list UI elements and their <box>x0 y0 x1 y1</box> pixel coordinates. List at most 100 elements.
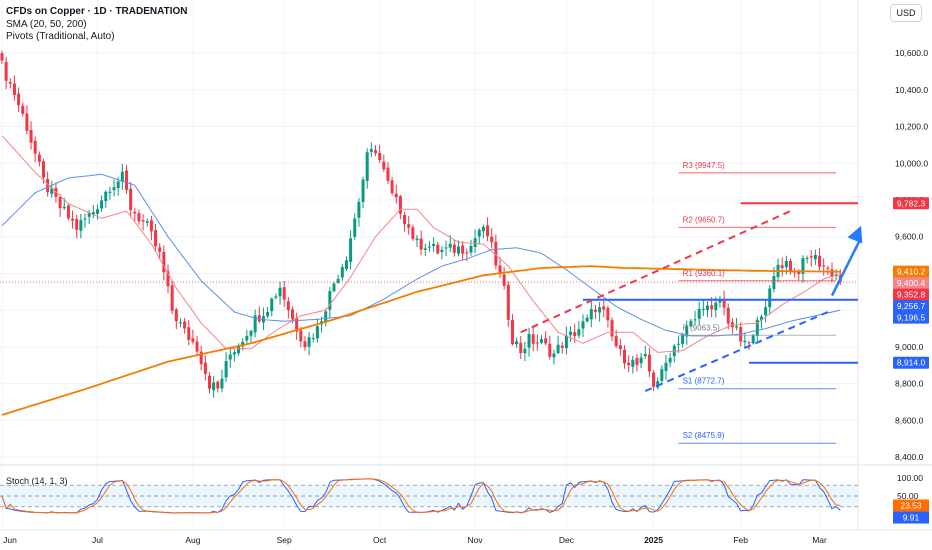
price-tick-label: 8,800.0 <box>895 379 924 389</box>
candle-body <box>174 309 178 322</box>
candle-body <box>535 342 539 344</box>
candle-body <box>303 341 307 348</box>
time-tick-label: Mar <box>812 535 827 545</box>
currency-button[interactable]: USD <box>890 4 922 22</box>
candle-body <box>772 276 776 290</box>
candle-body <box>660 369 664 381</box>
candle-body <box>602 306 606 310</box>
stoch-d-tag <box>893 499 929 512</box>
candle-body <box>569 331 573 336</box>
candle-body <box>191 338 195 342</box>
candle-body <box>357 201 361 218</box>
price-tag-label: 9,400.4 <box>897 278 926 288</box>
candle-body <box>100 200 104 209</box>
candle-body <box>120 171 124 182</box>
candle-body <box>353 218 357 237</box>
candle-body <box>469 245 473 253</box>
candle-body <box>170 285 174 311</box>
candle-body <box>581 321 585 329</box>
candle-body <box>465 252 469 254</box>
candle-body <box>71 218 75 221</box>
candle-body <box>452 244 456 253</box>
pivot-label: R2 (9650.7) <box>683 215 726 224</box>
candle-body <box>386 167 390 181</box>
time-tick-label: Sep <box>277 535 292 545</box>
candle-body <box>681 334 685 344</box>
price-tag <box>893 311 929 324</box>
price-tag-label: 9,196.5 <box>897 313 926 323</box>
price-tag <box>893 288 929 301</box>
candle-body <box>79 220 83 231</box>
candle-body <box>365 152 369 181</box>
pivot-label: R3 (9947.5) <box>683 161 726 170</box>
candle-body <box>270 298 274 312</box>
candle-body <box>701 309 705 311</box>
candle-body <box>369 149 373 152</box>
candle-body <box>311 337 315 339</box>
candle-body <box>394 193 398 198</box>
candle-body <box>299 330 303 342</box>
candle-body <box>573 332 577 337</box>
candle-body <box>241 341 245 347</box>
candle-body <box>257 315 261 322</box>
candle-body <box>37 154 41 162</box>
candle-body <box>556 344 560 354</box>
candle-body <box>610 320 614 337</box>
candle-body <box>639 357 643 364</box>
stoch-tick-label: 50.00 <box>897 491 919 501</box>
pivot-label: S2 (8475.9) <box>683 431 725 440</box>
price-tag-label: 9,782.3 <box>897 198 926 208</box>
candle-body <box>519 342 523 354</box>
candle-body <box>403 214 407 225</box>
candle-body <box>183 321 187 329</box>
candle-body <box>606 307 610 321</box>
candle-body <box>577 329 581 336</box>
trendline <box>520 210 791 334</box>
sma-indicator-label[interactable]: SMA (20, 50, 200) <box>6 18 87 30</box>
candle-body <box>178 322 182 324</box>
candle-body <box>216 381 220 389</box>
candle-body <box>33 140 37 154</box>
candle-body <box>208 375 211 389</box>
candle-body <box>444 247 448 249</box>
candle-body <box>62 206 66 209</box>
candle-body <box>560 345 564 348</box>
candle-body <box>154 230 158 247</box>
candle-body <box>635 358 639 366</box>
candle-body <box>83 218 87 220</box>
candle-body <box>8 82 12 84</box>
candle-body <box>830 269 834 277</box>
price-tag <box>893 277 929 290</box>
candle-body <box>481 226 485 232</box>
price-tick-label: 8,600.0 <box>895 415 924 425</box>
candle-body <box>780 265 784 269</box>
stoch-indicator-label[interactable]: Stoch (14, 1, 3) <box>6 476 68 486</box>
candle-body <box>697 308 701 319</box>
candle-body <box>87 213 91 217</box>
candle-body <box>427 246 431 248</box>
candle-body <box>589 309 593 320</box>
candle-body <box>91 212 95 215</box>
time-tick-label: Jul <box>92 535 103 545</box>
price-tick-label: 10,200.0 <box>895 122 928 132</box>
candle-body <box>726 307 730 324</box>
symbol-title[interactable]: CFDs on Copper · 1D · TRADENATION <box>6 6 188 17</box>
candle-body <box>764 307 768 316</box>
price-tag <box>893 197 929 210</box>
candle-body <box>789 260 792 273</box>
pivots-indicator-label[interactable]: Pivots (Traditional, Auto) <box>6 31 115 42</box>
candle-body <box>104 191 108 202</box>
candle-body <box>631 359 635 367</box>
candle-body <box>614 336 618 347</box>
candle-body <box>315 326 319 339</box>
sma-50-line <box>1 173 841 337</box>
candle-body <box>755 319 759 337</box>
candle-body <box>623 349 626 364</box>
candle-body <box>195 341 199 352</box>
candle-body <box>627 362 631 366</box>
candle-body <box>46 179 50 193</box>
price-tag-label: 8,914.0 <box>897 358 926 368</box>
candle-body <box>58 197 62 209</box>
candle-body <box>187 327 191 340</box>
